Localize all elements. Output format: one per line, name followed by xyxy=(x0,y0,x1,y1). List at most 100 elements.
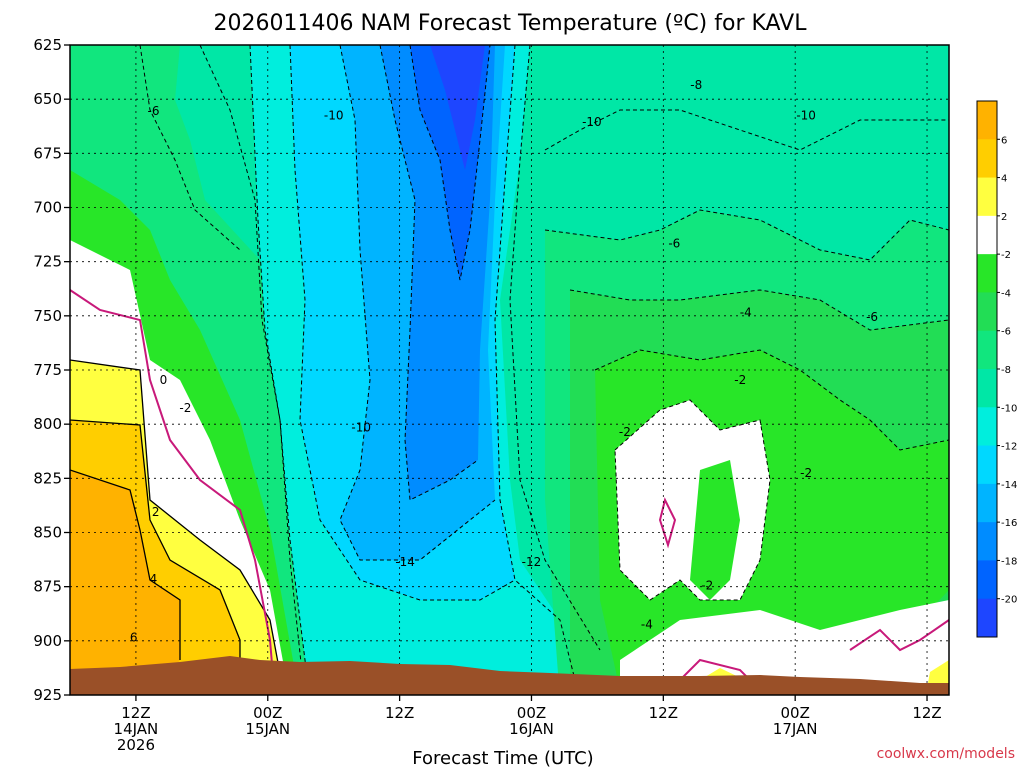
colorbar-swatch-1 xyxy=(977,139,997,179)
colorbar-label-3: -2 xyxy=(1001,250,1011,261)
isoline-minus18a xyxy=(409,45,491,281)
isoline-zero-left xyxy=(70,289,276,695)
isoline-zero-right xyxy=(658,497,677,549)
x-tick-label-5-0: 00Z xyxy=(780,704,809,722)
isoline-minus10a xyxy=(249,45,310,695)
isoline-plus4 xyxy=(70,419,241,695)
isoline-plus2 xyxy=(70,359,285,695)
contour-label-20: -4 xyxy=(641,618,653,632)
colorbar-swatch-8 xyxy=(977,407,997,447)
contour-label-4: -10 xyxy=(796,109,816,123)
colorbar: 6 4 2 -2 -4 -6 -8 -10 -12 -14 -16 -18 -20 xyxy=(976,100,1017,638)
grid-lines xyxy=(70,45,949,695)
contour-label-9: -2 xyxy=(619,425,631,439)
contour-label-5: -6 xyxy=(668,236,680,250)
contour-label-1: -10 xyxy=(324,109,344,123)
isoline-minus12a xyxy=(289,45,516,601)
colorbar-swatch-4 xyxy=(977,254,997,293)
y-tick-label-8: 825 xyxy=(33,469,62,487)
isoline-minus10b xyxy=(509,45,601,651)
chart-title: 2026011406 NAM Forecast Temperature (ºC)… xyxy=(213,11,807,36)
colorbar-swatch-3 xyxy=(977,215,997,255)
x-tick-label-1-0: 00Z xyxy=(253,704,282,722)
x-tick-label-1-1: 15JAN xyxy=(245,720,290,738)
contour-labels: -6 -10 -10 -8 -10 -6 -4 -6 -2 -2 0 -2 -10 2 4 6 -14 -12 -2… xyxy=(130,78,878,645)
isoline-minus8 xyxy=(199,45,305,695)
contour-label-2: -10 xyxy=(582,115,602,129)
colorbar-swatch-9 xyxy=(977,445,997,485)
x-tick-label-0-0: 12Z xyxy=(121,704,150,722)
isoline-minus4b xyxy=(594,349,949,451)
y-tick-label-12: 925 xyxy=(33,686,62,704)
y-tick-label-0: 625 xyxy=(33,36,62,54)
y-tick-label-6: 775 xyxy=(33,361,62,379)
colorbar-label-8: -12 xyxy=(1001,442,1017,453)
y-tick-label-11: 900 xyxy=(33,632,62,650)
contour-label-6: -4 xyxy=(740,306,752,320)
contour-label-12: -10 xyxy=(351,421,371,435)
isoline-minus14a xyxy=(339,45,496,561)
y-tick-label-10: 875 xyxy=(33,578,62,596)
colorbar-swatch-7 xyxy=(977,369,997,408)
isoline-minus16a xyxy=(379,45,479,501)
colorbar-label-10: -16 xyxy=(1001,518,1017,529)
isoline-plus6 xyxy=(70,469,181,660)
contour-label-11: -2 xyxy=(179,401,191,415)
isoline-minus8b xyxy=(544,209,949,261)
x-tick-label-4-0: 12Z xyxy=(649,704,678,722)
colorbar-swatch-13 xyxy=(977,598,997,638)
isoline-minus6 xyxy=(139,45,241,251)
y-tick-label-4: 725 xyxy=(33,253,62,271)
x-tick-label-2-0: 12Z xyxy=(385,704,414,722)
colorbar-swatch-11 xyxy=(977,522,997,561)
contour-label-13: 2 xyxy=(152,505,160,519)
isoline-minus12b xyxy=(494,45,580,695)
colorbar-swatch-0 xyxy=(977,101,997,140)
y-tick-label-7: 800 xyxy=(33,415,62,433)
colorbar-label-6: -8 xyxy=(1001,365,1011,376)
terrain-ground xyxy=(70,656,949,695)
colorbar-swatch-10 xyxy=(977,483,997,523)
colorbar-label-4: -4 xyxy=(1001,288,1011,299)
y-tick-label-2: 675 xyxy=(33,144,62,162)
colorbar-label-7: -10 xyxy=(1001,403,1017,414)
contour-label-3: -8 xyxy=(690,78,702,92)
contour-label-7: -6 xyxy=(866,310,878,324)
y-tick-label-9: 850 xyxy=(33,524,62,542)
contour-label-17: -12 xyxy=(522,555,542,569)
colorbar-swatch-6 xyxy=(977,330,997,370)
y-tick-label-1: 650 xyxy=(33,90,62,108)
contour-label-18: -2 xyxy=(800,466,812,480)
colorbar-label-12: -20 xyxy=(1001,595,1017,606)
contour-lines xyxy=(139,45,949,695)
contour-label-16: -14 xyxy=(395,555,415,569)
isoline-minus2b xyxy=(614,399,771,601)
x-axis-label: Forecast Time (UTC) xyxy=(412,748,593,768)
y-tick-label-3: 700 xyxy=(33,199,62,217)
region-minus2-lower xyxy=(620,600,949,695)
y-tick-label-5: 750 xyxy=(33,307,62,325)
isoline-minus10c xyxy=(544,109,949,151)
x-tick-label-3-0: 00Z xyxy=(517,704,546,722)
colorbar-label-5: -6 xyxy=(1001,327,1011,338)
plot-field: -6 -10 -10 -8 -10 -6 -4 -6 -2 -2 0 -2 -10 2 4 6 -14 -12 -2… xyxy=(70,45,949,695)
x-tick-label-0-2: 2026 xyxy=(117,736,155,754)
x-tick-label-5-1: 17JAN xyxy=(773,720,818,738)
colorbar-label-0: 6 xyxy=(1001,135,1007,146)
contour-label-15: 6 xyxy=(130,631,138,645)
contour-label-8: -2 xyxy=(734,373,746,387)
contour-label-14: 4 xyxy=(150,572,158,586)
warm-isolines xyxy=(70,359,285,695)
region-plus6-left xyxy=(70,470,180,695)
colorbar-label-1: 4 xyxy=(1001,174,1007,185)
colorbar-label-9: -14 xyxy=(1001,480,1017,491)
x-tick-label-6-0: 12Z xyxy=(912,704,941,722)
credit-text: coolwx.com/models xyxy=(877,746,1015,762)
contour-label-19: -2 xyxy=(701,579,713,593)
colorbar-swatch-2 xyxy=(977,177,997,217)
colorbar-label-11: -18 xyxy=(1001,556,1017,567)
y-axis: 625 650 675 700 725 750 775 800 825 850 875 900 925 xyxy=(33,36,70,704)
colorbar-label-2: 2 xyxy=(1001,212,1007,223)
